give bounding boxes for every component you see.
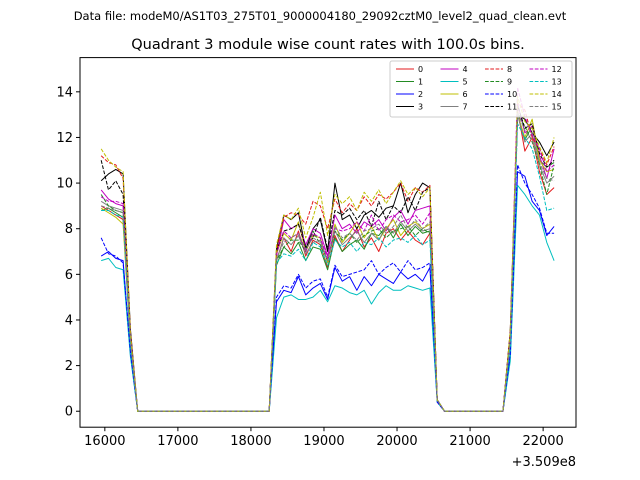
legend-label-14: 14 [552,90,562,99]
legend-label-13: 13 [552,78,562,87]
x-tick-label: 17000 [157,434,198,449]
x-tick-label: 22000 [522,434,563,449]
legend-label-15: 15 [552,103,562,112]
legend-label-2: 2 [418,90,423,99]
legend-label-10: 10 [507,90,517,99]
x-tick-label: 16000 [84,434,125,449]
legend-label-11: 11 [507,103,517,112]
y-tick-label: 2 [65,359,73,374]
x-tick-label: 18000 [230,434,271,449]
x-tick-label: 20000 [376,434,417,449]
x-tick-label: 21000 [449,434,490,449]
series-line-15 [101,111,555,412]
legend-label-6: 6 [463,90,468,99]
legend-label-5: 5 [463,78,468,87]
chart-title: Quadrant 3 module wise count rates with … [131,37,525,53]
y-axis: 0 2 4 6 8 10 12 14 [56,85,80,420]
y-tick-label: 0 [65,405,73,420]
legend-label-4: 4 [463,65,468,74]
x-tick-label: 19000 [303,434,344,449]
x-axis: 16000 17000 18000 19000 20000 21000 22000 [84,427,564,449]
figure-suptitle: Data file: modeM0/AS1T03_275T01_90000041… [74,9,567,23]
y-tick-label: 6 [65,268,73,283]
legend-label-12: 12 [552,65,562,74]
legend-label-1: 1 [418,78,423,87]
legend-frame [389,60,573,118]
plot-lines [100,86,555,412]
y-tick-label: 12 [56,131,73,146]
x-offset-label: +3.509e8 [512,455,576,470]
y-tick-label: 10 [56,177,73,192]
series-line-10 [100,164,555,412]
legend-label-0: 0 [418,65,423,74]
legend-label-7: 7 [463,103,468,112]
legend-label-3: 3 [418,103,423,112]
y-tick-label: 4 [65,313,73,328]
y-tick-label: 14 [56,85,73,100]
y-tick-label: 8 [65,222,73,237]
legend-label-9: 9 [507,78,512,87]
legend-label-8: 8 [507,65,512,74]
axes-frame [79,57,577,428]
